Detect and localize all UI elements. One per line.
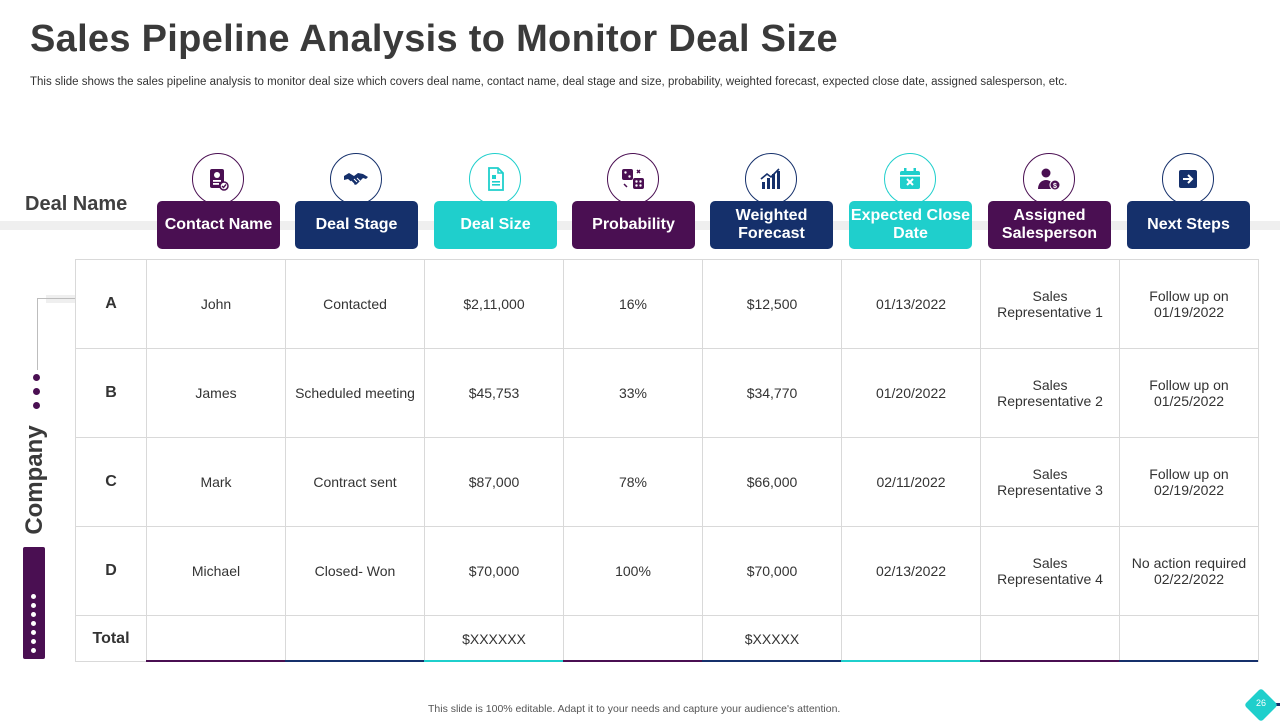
accent-dot — [31, 612, 36, 617]
table-cell: Follow up on 02/19/2022 — [1119, 437, 1259, 528]
accent-dot — [31, 648, 36, 653]
table-cell: $XXXXX — [702, 615, 842, 662]
table-cell: Sales Representative 4 — [980, 526, 1120, 617]
table-cell — [980, 615, 1120, 662]
accent-dot — [31, 630, 36, 635]
accent-dot — [31, 621, 36, 626]
column-header-weighted-forecast: Weighted Forecast — [710, 201, 833, 249]
row-label: B — [75, 348, 147, 439]
row-label: Total — [75, 615, 147, 662]
table-row: C Mark Contract sent $87,000 78% $66,000… — [75, 437, 1259, 528]
table-cell: Contacted — [285, 258, 425, 350]
table-cell: $34,770 — [702, 348, 842, 439]
column-header-deal-size: Deal Size — [434, 201, 557, 249]
table-cell — [1119, 615, 1259, 662]
ellipsis-dot — [33, 388, 40, 395]
column-header-contact-name: Contact Name — [157, 201, 280, 249]
table-cell: 02/13/2022 — [841, 526, 981, 617]
dice-icon — [607, 153, 659, 205]
table-cell: 01/20/2022 — [841, 348, 981, 439]
table-cell: 33% — [563, 348, 703, 439]
row-label: C — [75, 437, 147, 528]
column-underline — [285, 660, 424, 662]
column-underline — [980, 660, 1119, 662]
table-cell: Mark — [146, 437, 286, 528]
table-cell: 16% — [563, 258, 703, 350]
salesperson-icon: $ — [1023, 153, 1075, 205]
column-underline — [146, 660, 285, 662]
table-row: B James Scheduled meeting $45,753 33% $3… — [75, 348, 1259, 439]
page-title: Sales Pipeline Analysis to Monitor Deal … — [30, 18, 838, 60]
table-cell: $12,500 — [702, 258, 842, 350]
ellipsis-dot — [33, 402, 40, 409]
table-cell: Contract sent — [285, 437, 425, 528]
table-cell: 78% — [563, 437, 703, 528]
column-underline — [841, 660, 980, 662]
company-connector-band — [46, 295, 75, 303]
table-row-total: Total $XXXXXX $XXXXX — [75, 615, 1259, 662]
column-header-next-steps: Next Steps — [1127, 201, 1250, 249]
arrow-right-icon — [1162, 153, 1214, 205]
column-header-expected-close-date: Expected Close Date — [849, 201, 972, 249]
table-cell: 01/13/2022 — [841, 258, 981, 350]
table-cell: $70,000 — [702, 526, 842, 617]
table-cell: Sales Representative 2 — [980, 348, 1120, 439]
pipeline-table: A John Contacted $2,11,000 16% $12,500 0… — [75, 258, 1259, 662]
growth-chart-icon — [745, 153, 797, 205]
table-cell: 02/11/2022 — [841, 437, 981, 528]
table-cell: $87,000 — [424, 437, 564, 528]
ellipsis-dot — [33, 374, 40, 381]
table-row: D Michael Closed- Won $70,000 100% $70,0… — [75, 526, 1259, 617]
table-cell: Follow up on 01/25/2022 — [1119, 348, 1259, 439]
page-subtitle: This slide shows the sales pipeline anal… — [30, 76, 1068, 88]
accent-dot — [31, 603, 36, 608]
table-cell — [563, 615, 703, 662]
document-icon — [469, 153, 521, 205]
table-cell: $66,000 — [702, 437, 842, 528]
footer-note: This slide is 100% editable. Adapt it to… — [428, 703, 841, 715]
column-underline — [563, 660, 702, 662]
table-cell: Sales Representative 1 — [980, 258, 1120, 350]
table-cell: $70,000 — [424, 526, 564, 617]
column-header-probability: Probability — [572, 201, 695, 249]
table-cell: Follow up on 01/19/2022 — [1119, 258, 1259, 350]
table-row: A John Contacted $2,11,000 16% $12,500 0… — [75, 258, 1259, 350]
table-cell: $XXXXXX — [424, 615, 564, 662]
page-number: 26 — [1255, 698, 1266, 708]
table-cell: James — [146, 348, 286, 439]
table-cell: John — [146, 258, 286, 350]
accent-dot — [31, 639, 36, 644]
column-underline — [702, 660, 841, 662]
table-cell: 100% — [563, 526, 703, 617]
svg-text:$: $ — [1053, 183, 1057, 190]
table-cell: Scheduled meeting — [285, 348, 425, 439]
company-label: Company — [21, 425, 48, 535]
deal-name-label: Deal Name — [25, 193, 128, 215]
accent-dot — [31, 594, 36, 599]
table-cell — [146, 615, 286, 662]
table-cell: $45,753 — [424, 348, 564, 439]
table-cell: No action required 02/22/2022 — [1119, 526, 1259, 617]
table-cell: Closed- Won — [285, 526, 425, 617]
table-cell: Sales Representative 3 — [980, 437, 1120, 528]
table-cell — [285, 615, 425, 662]
calendar-icon — [884, 153, 936, 205]
row-label: A — [75, 258, 147, 350]
column-underline — [424, 660, 563, 662]
table-cell — [841, 615, 981, 662]
column-underline — [1119, 660, 1258, 662]
table-cell: $2,11,000 — [424, 258, 564, 350]
row-label: D — [75, 526, 147, 617]
column-header-deal-stage: Deal Stage — [295, 201, 418, 249]
contact-card-icon — [192, 153, 244, 205]
table-cell: Michael — [146, 526, 286, 617]
column-header-assigned-salesperson: Assigned Salesperson — [988, 201, 1111, 249]
company-connector-line — [37, 298, 38, 370]
company-connector-line — [37, 298, 75, 299]
handshake-icon — [330, 153, 382, 205]
